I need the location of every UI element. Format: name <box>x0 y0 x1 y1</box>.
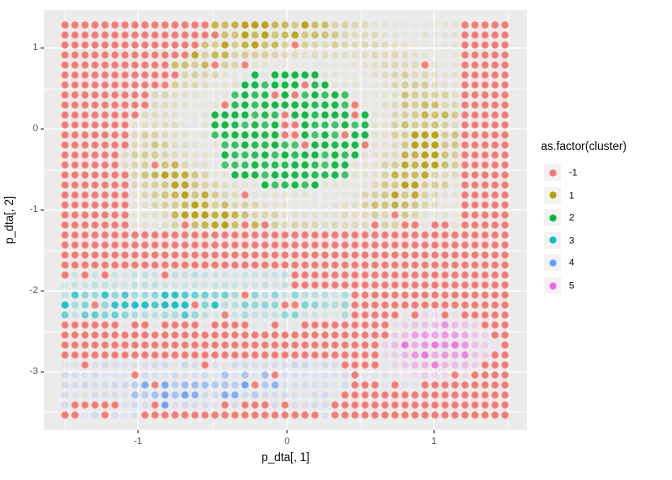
legend-point-icon <box>549 191 556 199</box>
legend-key <box>544 231 561 249</box>
legend-item-2: 2 <box>544 209 624 227</box>
y-tick-label: -2 <box>29 285 38 296</box>
legend-key <box>544 186 561 204</box>
legend-key <box>544 164 561 181</box>
legend-point-icon <box>549 214 556 222</box>
legend-label: 3 <box>569 235 575 247</box>
legend-key <box>544 254 561 272</box>
legend-label: 1 <box>569 190 575 202</box>
x-axis-title: p_dta[, 1] <box>261 452 310 464</box>
legend-key <box>544 277 561 294</box>
legend-point-icon <box>549 282 556 289</box>
legend-item-4: 4 <box>544 254 624 272</box>
legend-key <box>544 209 561 227</box>
legend-point-icon <box>549 236 556 244</box>
y-tick-label: -1 <box>29 204 38 215</box>
legend-label: -1 <box>569 167 578 179</box>
legend-label: 4 <box>569 257 575 269</box>
legend-point-icon <box>549 259 556 267</box>
legend-item--1: -1 <box>544 164 624 182</box>
legend-item-1: 1 <box>544 186 624 205</box>
legend-item-3: 3 <box>544 231 624 250</box>
x-tick-label: 1 <box>431 436 437 447</box>
legend-title: as.factor(cluster) <box>541 141 627 153</box>
y-tick-label: -3 <box>29 366 38 377</box>
legend-label: 5 <box>569 280 575 292</box>
y-axis-title: p_dta[, 2] <box>4 196 16 244</box>
legend-point-icon <box>549 169 556 176</box>
x-tick-label: -1 <box>133 436 143 447</box>
x-tick-label: 0 <box>284 436 290 447</box>
y-tick-label: 1 <box>32 42 38 53</box>
legend-label: 2 <box>569 212 575 224</box>
legend-item-5: 5 <box>544 277 624 295</box>
y-tick-label: 0 <box>32 123 38 134</box>
